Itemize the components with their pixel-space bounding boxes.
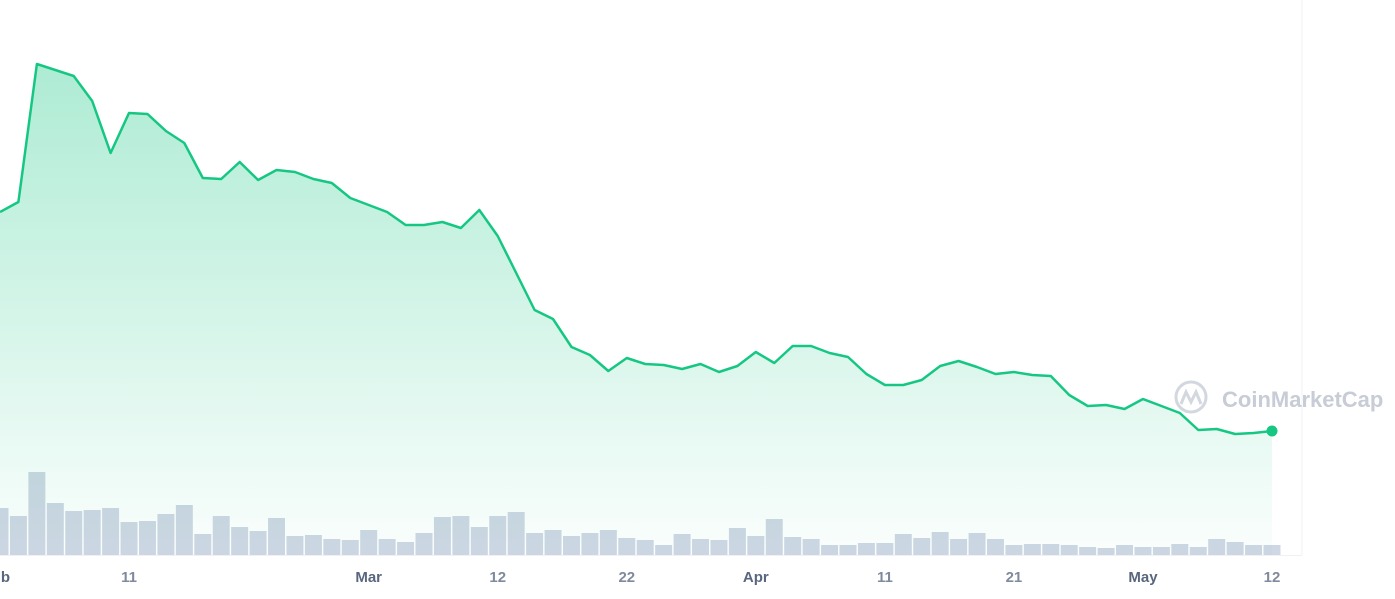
watermark-logo <box>1174 380 1208 414</box>
x-tick-label: 21 <box>1006 569 1023 586</box>
x-tick-label: 12 <box>489 569 506 586</box>
price-area <box>0 64 1272 555</box>
price-line <box>0 62 1273 436</box>
x-tick-label: May <box>1128 569 1158 586</box>
watermark: CoinMarketCap <box>1174 380 1383 414</box>
watermark-text: CoinMarketCap <box>1222 387 1383 412</box>
x-tick-label: Apr <box>743 569 769 586</box>
x-tick-label: 22 <box>618 569 635 586</box>
x-tick-label: 12 <box>1264 569 1281 586</box>
x-tick-label: Mar <box>355 569 382 586</box>
x-tick-label: b <box>1 569 10 586</box>
x-tick-label: 11 <box>121 569 137 586</box>
watermark-logo-mark <box>1179 388 1203 406</box>
last-price-dot <box>1266 425 1278 437</box>
x-tick-label: 11 <box>877 569 893 586</box>
